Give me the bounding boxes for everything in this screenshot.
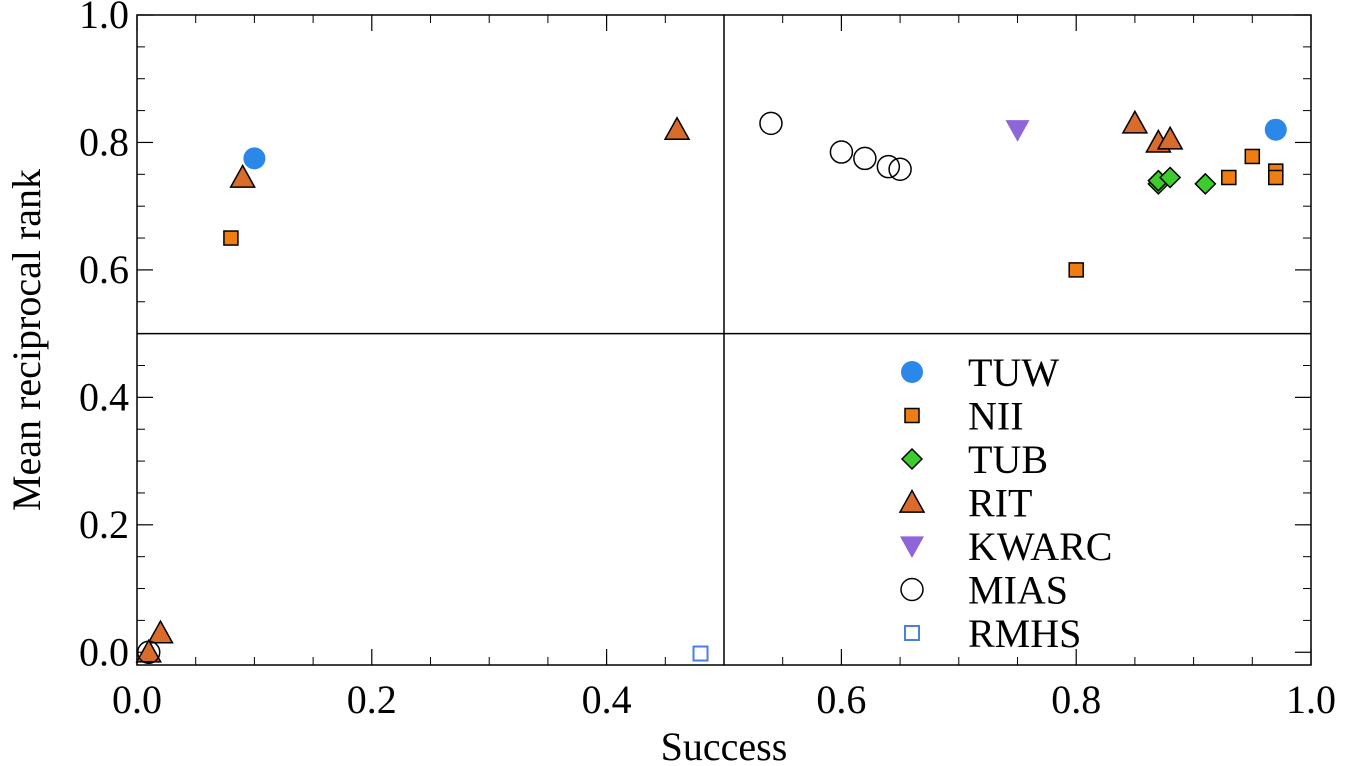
legend-label-rmhs: RMHS	[968, 611, 1081, 656]
x-tick-label: 0.8	[1051, 677, 1101, 722]
data-point-nii	[1268, 169, 1284, 186]
data-point-nii	[1244, 148, 1261, 165]
legend-marker-nii	[904, 407, 920, 424]
data-point-rit	[135, 638, 163, 663]
data-point-rit	[229, 163, 256, 188]
legend-marker-mias	[900, 577, 924, 602]
x-axis-title: Success	[661, 724, 788, 766]
x-tick-label: 0.2	[347, 677, 397, 722]
data-point-kwarc	[1005, 120, 1030, 142]
y-axis-title: Mean reciprocal rank	[4, 169, 49, 511]
y-tick-label: 0.8	[79, 119, 129, 164]
data-point-nii	[1221, 169, 1237, 186]
data-point-rit	[1121, 109, 1149, 134]
y-tick-label: 0.0	[79, 629, 129, 674]
legend-label-mias: MIAS	[968, 568, 1068, 613]
data-point-tub	[1194, 172, 1217, 195]
data-point-mias	[759, 111, 783, 136]
y-tick-label: 0.4	[79, 374, 129, 419]
data-point-tub	[1159, 166, 1182, 189]
legend-label-tuw: TUW	[968, 350, 1059, 395]
x-tick-label: 0.6	[816, 677, 866, 722]
y-tick-label: 0.6	[79, 247, 129, 292]
y-tick-label: 1.0	[79, 0, 129, 37]
legend-marker-kwarc	[900, 536, 924, 558]
legend-label-rit: RIT	[968, 481, 1032, 526]
legend-label-kwarc: KWARC	[968, 524, 1112, 569]
y-tick-label: 0.2	[79, 502, 129, 547]
data-point-mias	[888, 157, 912, 181]
x-tick-label: 0.4	[582, 677, 632, 722]
legend-marker-tub	[900, 447, 924, 471]
data-point-rit	[1156, 125, 1184, 150]
x-tick-label: 0.0	[112, 677, 162, 722]
data-point-tuw	[1264, 118, 1287, 141]
legend-label-nii: NII	[968, 394, 1024, 439]
legend-marker-rit	[898, 488, 926, 513]
legend-marker-tuw	[901, 361, 923, 383]
data-point-rmhs	[692, 645, 709, 662]
data-point-mias	[876, 154, 901, 179]
data-point-rit	[147, 619, 174, 644]
x-tick-label: 1.0	[1286, 677, 1336, 722]
plot-frame	[136, 14, 1312, 666]
data-point-mias	[829, 140, 854, 164]
legend-marker-rmhs	[904, 625, 920, 641]
data-point-nii	[1068, 262, 1084, 278]
data-point-mias	[853, 146, 877, 171]
data-point-tuw	[243, 147, 266, 170]
data-point-rit	[663, 116, 691, 141]
legend-label-tub: TUB	[968, 437, 1048, 482]
data-point-nii	[223, 230, 239, 246]
